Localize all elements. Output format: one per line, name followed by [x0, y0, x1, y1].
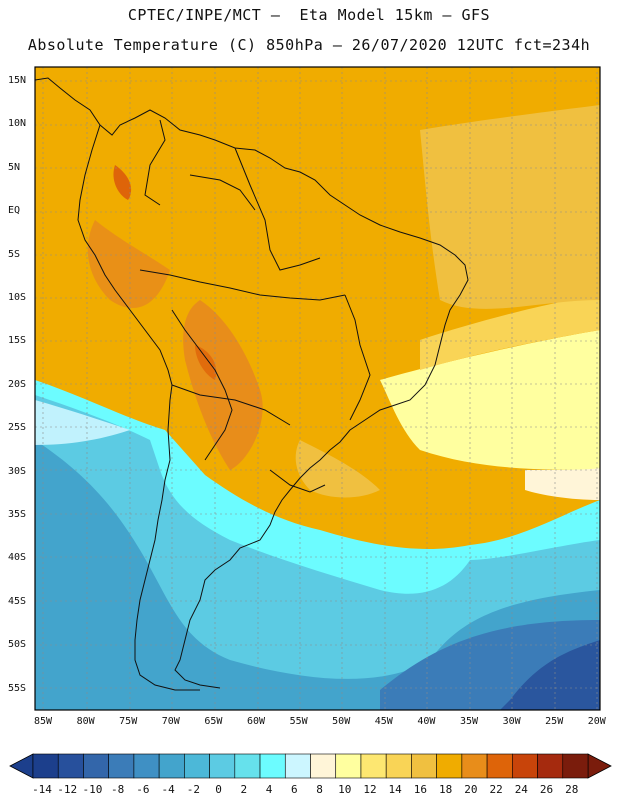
lat-label: 15N: [8, 75, 27, 86]
colorbar-cell: [83, 753, 109, 779]
map-frame: [34, 66, 601, 711]
lon-label: 80W: [76, 716, 95, 727]
title-line-2: Absolute Temperature (C) 850hPa – 26/07/…: [27, 36, 591, 54]
lat-label: 5S: [8, 248, 21, 260]
colorbar-cell: [259, 753, 286, 779]
lat-label: 10N: [8, 118, 27, 130]
colorbar-label: 10: [338, 783, 352, 796]
lon-label: 20W: [587, 716, 606, 727]
colorbar-cell: [385, 753, 412, 779]
colorbar-cell: [562, 753, 589, 779]
colorbar-label: -4: [161, 783, 175, 796]
colorbar-cell: [537, 753, 564, 779]
colorbar-cell: [360, 753, 387, 779]
map-grid: [35, 67, 600, 710]
colorbar: [9, 753, 612, 779]
colorbar-label: 26: [539, 783, 554, 796]
colorbar-label: 20: [464, 783, 478, 796]
lon-label: 85W: [33, 716, 53, 727]
colorbar-high-arrow: [587, 753, 612, 779]
colorbar-label: 28: [565, 783, 579, 796]
lat-label: 30S: [8, 465, 27, 477]
lat-label: 35S: [8, 509, 27, 520]
lat-label: 10S: [8, 292, 27, 303]
colorbar-cell: [184, 753, 210, 779]
colorbar-cell: [57, 753, 84, 779]
colorbar-label: 8: [316, 783, 323, 796]
lat-label: 15S: [8, 335, 27, 347]
colorbar-cell: [284, 753, 311, 779]
colorbar-label: -8: [111, 783, 125, 796]
lat-label: 25S: [8, 422, 27, 434]
lon-label: 45W: [374, 716, 393, 727]
colorbar-cell: [436, 753, 463, 779]
lat-label: 40S: [8, 552, 27, 564]
colorbar-label: -6: [136, 783, 150, 796]
colorbar-label: 24: [514, 783, 528, 796]
coastlines: [35, 77, 469, 691]
lon-label: 60W: [246, 716, 266, 727]
colorbar-label: -2: [186, 783, 200, 796]
lat-label: 50S: [8, 639, 27, 651]
lon-label: 75W: [119, 716, 138, 727]
lat-label: 45S: [8, 595, 27, 607]
lat-label: 55S: [8, 682, 27, 694]
colorbar-cell: [32, 753, 59, 779]
colorbar-cell: [335, 753, 362, 779]
colorbar-cell: [158, 753, 185, 779]
colorbar-label: 18: [439, 783, 453, 796]
colorbar-cell: [133, 753, 160, 779]
colorbar-cell: [209, 753, 236, 779]
lon-label: 25W: [545, 716, 564, 727]
colorbar-label: 14: [388, 783, 402, 796]
colorbar-label: 0: [215, 783, 222, 796]
colorbar-label: 16: [413, 783, 428, 796]
colorbar-label: 22: [489, 783, 503, 796]
colorbar-label: 2: [240, 783, 248, 796]
temperature-field: [35, 67, 600, 710]
colorbar-label: 12: [363, 783, 377, 796]
colorbar-cell: [512, 753, 538, 779]
colorbar-label: -12: [57, 783, 78, 796]
colorbar-label: 6: [290, 783, 298, 796]
lat-label: 5N: [8, 161, 21, 173]
colorbar-cell: [310, 753, 337, 779]
colorbar-cell: [108, 753, 135, 779]
colorbar-cell: [411, 753, 437, 779]
colorbar-cell: [486, 753, 513, 779]
lon-label: 55W: [289, 716, 308, 727]
lon-label: 35W: [459, 716, 479, 727]
colorbar-cell: [461, 753, 488, 779]
title-line-1: CPTEC/INPE/MCT – Eta Model 15km – GFS: [127, 6, 491, 24]
lat-label: EQ: [8, 205, 21, 217]
colorbar-cell: [234, 753, 261, 779]
lon-label: 40W: [417, 716, 436, 727]
lon-label: 65W: [204, 716, 223, 727]
colorbar-label: 4: [265, 783, 273, 796]
colorbar-label: -14: [32, 783, 52, 796]
lon-label: 70W: [161, 716, 180, 727]
lon-label: 30W: [502, 716, 521, 727]
lat-label: 20S: [8, 378, 27, 390]
colorbar-low-arrow: [9, 753, 34, 779]
colorbar-label: -10: [82, 783, 103, 796]
lon-label: 50W: [332, 716, 351, 727]
